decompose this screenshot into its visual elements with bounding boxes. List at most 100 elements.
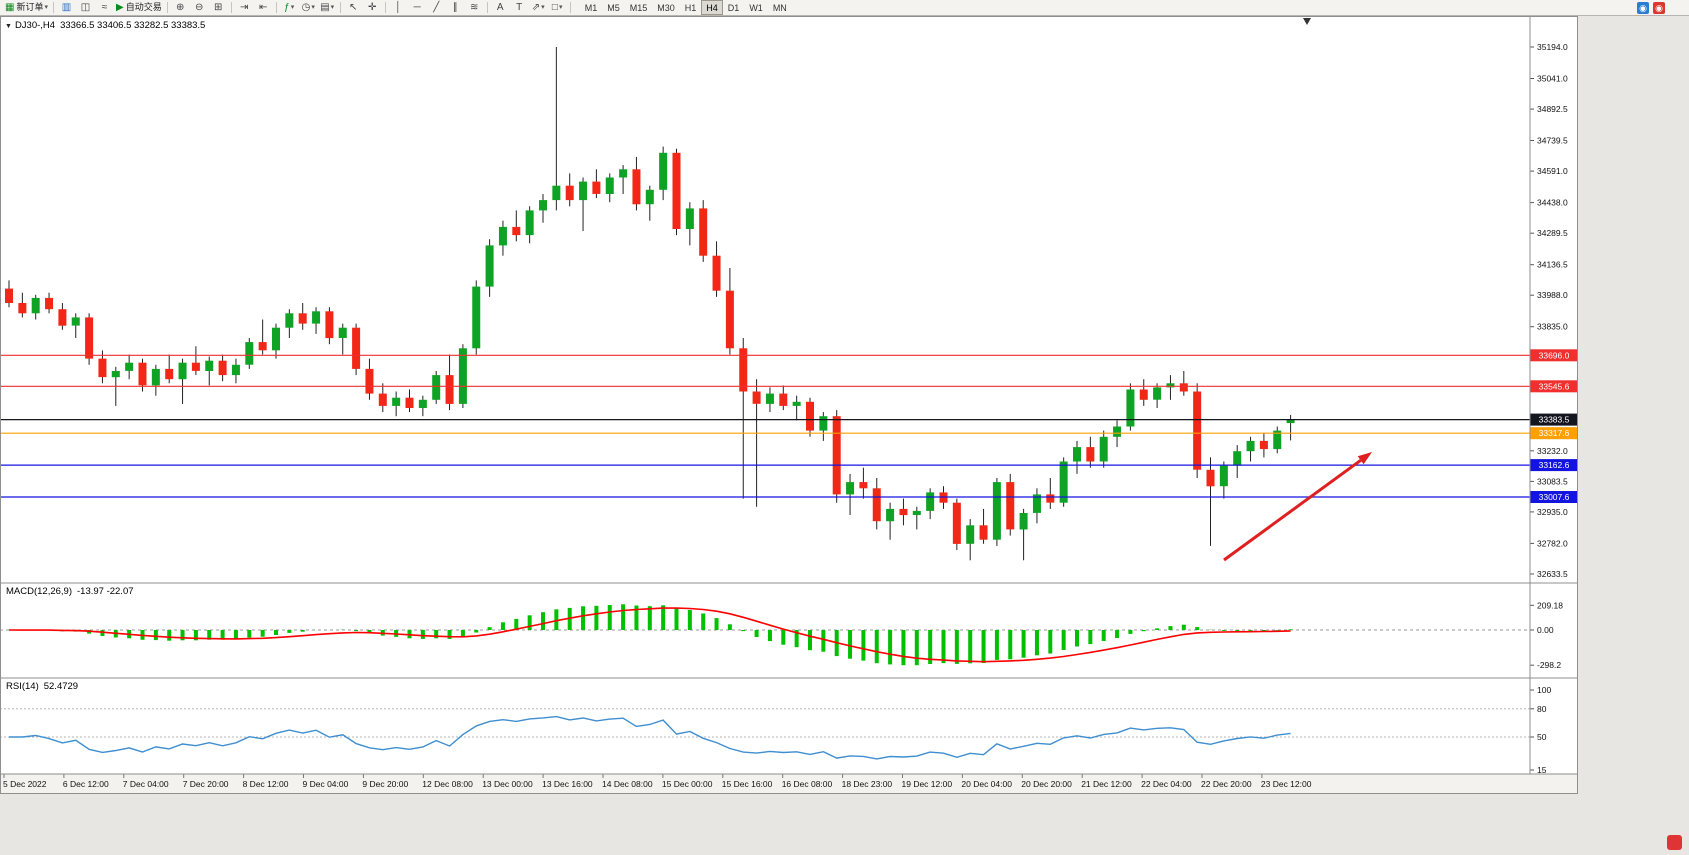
fibonacci-tool-button[interactable]: ≋ <box>465 1 484 15</box>
svg-text:50: 50 <box>1537 732 1547 742</box>
svg-text:33545.6: 33545.6 <box>1539 381 1570 391</box>
indicators-button[interactable]: ƒ ▾ <box>280 1 299 15</box>
text-icon: A <box>496 1 504 13</box>
svg-text:15: 15 <box>1537 765 1547 775</box>
timeframe-h1-button[interactable]: H1 <box>684 2 697 13</box>
chart-shift-button[interactable]: ⇤ <box>254 1 273 15</box>
svg-text:100: 100 <box>1537 685 1551 695</box>
timeframe-h4-button[interactable]: H4 <box>701 0 723 15</box>
bar-chart-icon: ▥ <box>61 1 72 13</box>
chevron-down-icon: ▾ <box>541 4 545 11</box>
svg-text:19 Dec 12:00: 19 Dec 12:00 <box>902 779 953 789</box>
timeframe-mn-button[interactable]: MN <box>772 2 787 13</box>
label-icon: T <box>516 1 523 13</box>
trendline-icon: ╱ <box>433 1 440 13</box>
svg-text:34591.0: 34591.0 <box>1537 166 1568 176</box>
svg-text:6 Dec 12:00: 6 Dec 12:00 <box>63 779 109 789</box>
vertical-line-tool-button[interactable]: │ <box>389 1 408 15</box>
chart-window[interactable]: 33696.0 33545.6 33383.5 33317.6 33162.6 33007… <box>0 16 1578 794</box>
svg-text:13 Dec 16:00: 13 Dec 16:00 <box>542 779 593 789</box>
tile-windows-button[interactable]: ⊞ <box>209 1 228 15</box>
line-chart-icon: ≈ <box>101 1 108 13</box>
auto-scroll-button[interactable]: ⇥ <box>235 1 254 15</box>
cursor-icon: ↖ <box>349 1 358 13</box>
svg-text:34136.5: 34136.5 <box>1537 260 1568 270</box>
zoom-in-button[interactable]: ⊕ <box>171 1 190 15</box>
svg-text:14 Dec 08:00: 14 Dec 08:00 <box>602 779 653 789</box>
timeframe-w1-button[interactable]: W1 <box>749 2 763 13</box>
svg-text:34892.5: 34892.5 <box>1537 104 1568 114</box>
toolbar-right-icons: ◉ ◉ <box>1637 2 1665 14</box>
svg-text:33696.0: 33696.0 <box>1539 350 1570 360</box>
svg-text:33835.0: 33835.0 <box>1537 322 1568 332</box>
corner-badge-icon[interactable] <box>1667 835 1682 850</box>
extension-blue-icon[interactable]: ◉ <box>1637 2 1649 14</box>
toolbar-separator <box>384 2 386 13</box>
svg-text:15 Dec 00:00: 15 Dec 00:00 <box>662 779 713 789</box>
horizontal-line-tool-button[interactable]: ─ <box>408 1 427 15</box>
timeframe-d1-button[interactable]: D1 <box>727 2 740 13</box>
extension-red-icon[interactable]: ◉ <box>1653 2 1665 14</box>
crosshair-tool-button[interactable]: ✛ <box>363 1 382 15</box>
svg-text:35041.0: 35041.0 <box>1537 74 1568 84</box>
svg-text:209.18: 209.18 <box>1537 600 1563 610</box>
svg-text:21 Dec 12:00: 21 Dec 12:00 <box>1081 779 1132 789</box>
svg-text:34438.0: 34438.0 <box>1537 198 1568 208</box>
candlestick-chart-icon: ◫ <box>80 1 91 13</box>
indicators-icon: ƒ <box>284 1 290 13</box>
arrows-tool-button[interactable]: ⇗ ▾ <box>529 1 548 15</box>
svg-text:32633.5: 32633.5 <box>1537 569 1568 579</box>
toolbar-separator <box>569 2 571 13</box>
chevron-down-icon: ▾ <box>44 4 48 11</box>
svg-text:7 Dec 20:00: 7 Dec 20:00 <box>183 779 229 789</box>
period-clock-button[interactable]: ◷ ▾ <box>299 1 318 15</box>
fibonacci-icon: ≋ <box>470 1 479 13</box>
horizontal-line-icon: ─ <box>413 1 421 13</box>
timeframe-m1-button[interactable]: M1 <box>584 2 598 13</box>
candlestick-chart-button[interactable]: ◫ <box>76 1 95 15</box>
svg-text:35194.0: 35194.0 <box>1537 42 1568 52</box>
line-chart-button[interactable]: ≈ <box>95 1 114 15</box>
svg-text:16 Dec 08:00: 16 Dec 08:00 <box>782 779 833 789</box>
text-tool-button[interactable]: A <box>491 1 510 15</box>
timeframe-m15-button[interactable]: M15 <box>629 2 648 13</box>
toolbar-separator <box>166 2 168 13</box>
svg-text:-298.2: -298.2 <box>1537 660 1561 670</box>
new-order-label: 新订单 <box>16 2 44 12</box>
algo-trading-label: 自动交易 <box>125 2 162 12</box>
svg-text:33083.5: 33083.5 <box>1537 476 1568 486</box>
timeframe-m5-button[interactable]: M5 <box>607 2 620 13</box>
vertical-line-icon: │ <box>395 1 402 13</box>
svg-text:22 Dec 04:00: 22 Dec 04:00 <box>1141 779 1192 789</box>
bar-chart-button[interactable]: ▥ <box>57 1 76 15</box>
channel-tool-button[interactable]: ∥ <box>446 1 465 15</box>
label-tool-button[interactable]: T <box>510 1 529 15</box>
new-chart-button[interactable]: ▤ ▾ <box>318 1 337 15</box>
toolbar-separator <box>486 2 488 13</box>
svg-text:33383.5: 33383.5 <box>1539 415 1570 425</box>
chevron-down-icon: ▾ <box>290 4 295 11</box>
cursor-tool-button[interactable]: ↖ <box>344 1 363 15</box>
svg-text:9 Dec 20:00: 9 Dec 20:00 <box>362 779 408 789</box>
zoom-out-button[interactable]: ⊖ <box>190 1 209 15</box>
svg-text:12 Dec 08:00: 12 Dec 08:00 <box>422 779 473 789</box>
trendline-tool-button[interactable]: ╱ <box>427 1 446 15</box>
timeframe-m30-button[interactable]: M30 <box>657 2 675 13</box>
chart-canvas[interactable]: 33696.0 33545.6 33383.5 33317.6 33162.6 33007… <box>0 16 1578 794</box>
shapes-tool-button[interactable]: □ ▾ <box>548 1 567 15</box>
svg-text:0.00: 0.00 <box>1537 625 1554 635</box>
svg-text:18 Dec 23:00: 18 Dec 23:00 <box>842 779 893 789</box>
new-order-button[interactable]: ▦ 新订单 ▾ <box>3 1 50 15</box>
new-chart-icon: ▤ <box>320 1 330 13</box>
svg-text:23 Dec 12:00: 23 Dec 12:00 <box>1261 779 1312 789</box>
svg-text:9 Dec 04:00: 9 Dec 04:00 <box>303 779 349 789</box>
clock-icon: ◷ <box>301 1 311 13</box>
toolbar-separator <box>230 2 232 13</box>
svg-text:34739.5: 34739.5 <box>1537 136 1568 146</box>
zoom-out-icon: ⊖ <box>195 1 204 13</box>
main-toolbar: ▦ 新订单 ▾ ▥ ◫ ≈ ▶ 自动交易 ⊕ ⊖ ⊞ ⇥ ⇤ ƒ ▾ ◷ ▾ ▤ ▾ … <box>0 0 1689 16</box>
algo-trading-button[interactable]: ▶ 自动交易 <box>114 1 164 15</box>
svg-text:20 Dec 20:00: 20 Dec 20:00 <box>1021 779 1072 789</box>
new-order-icon: ▦ <box>5 1 15 13</box>
toolbar-separator <box>339 2 341 13</box>
